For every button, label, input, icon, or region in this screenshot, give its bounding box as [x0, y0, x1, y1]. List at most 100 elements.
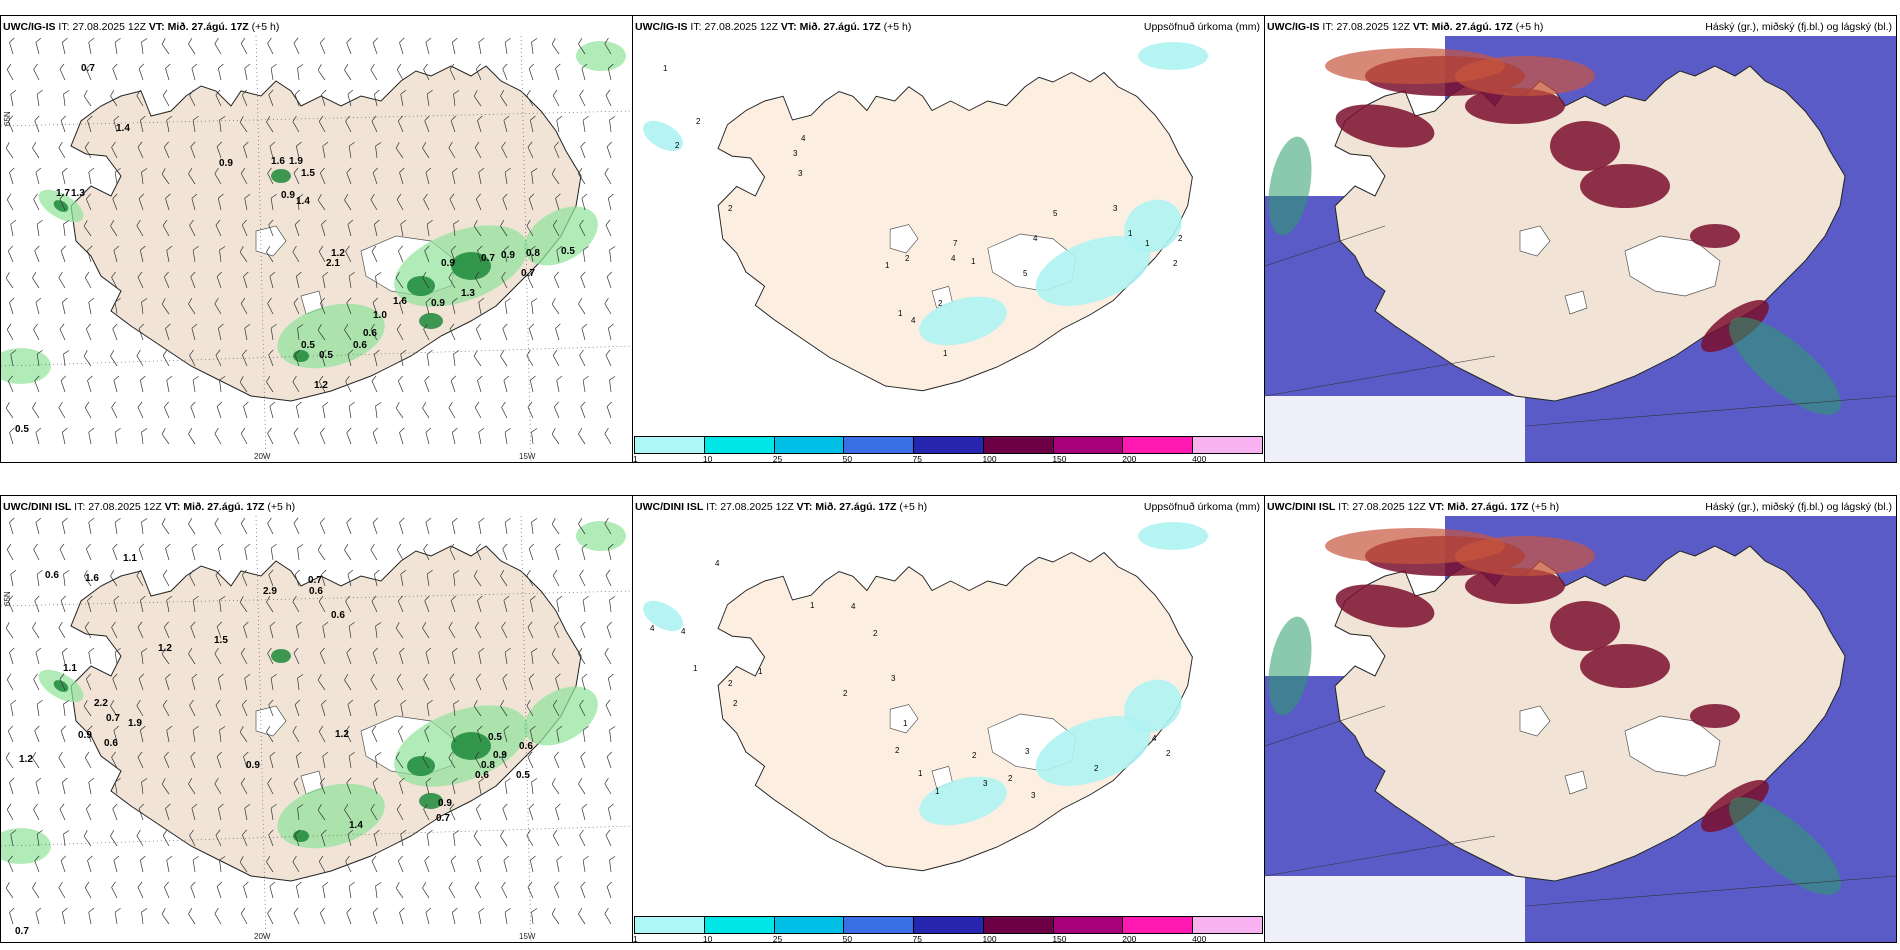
wind-barb [85, 63, 92, 81]
colorbar-label: 25 [772, 454, 783, 463]
wind-barb [448, 621, 456, 639]
value-label: 0.6 [475, 770, 489, 781]
it-time: 27.08.2025 12Z [88, 501, 162, 513]
high-cloud-green [1268, 616, 1841, 895]
wind-barb [111, 881, 118, 899]
wind-barb [294, 699, 301, 717]
wind-barb [372, 37, 379, 55]
wind-barb [606, 751, 613, 769]
wind-barb [474, 271, 482, 289]
wind-barb [475, 323, 482, 341]
wind-barb [477, 725, 483, 743]
wind-barb [216, 621, 223, 639]
wind-barb [141, 648, 148, 665]
value-label: 1.3 [71, 188, 85, 199]
wind-barb [295, 141, 302, 159]
wind-barb [269, 401, 276, 419]
value-label: 0.5 [516, 770, 530, 781]
wind-barb [114, 37, 121, 55]
wind-barb [422, 141, 430, 159]
glacier-outline [1624, 235, 1721, 297]
wind-barb [36, 89, 43, 107]
wind-barb [32, 271, 40, 289]
wind-barb [375, 142, 382, 159]
wind-barb [424, 725, 430, 743]
wind-barb [370, 543, 378, 561]
wind-barb [61, 427, 68, 445]
precip-heavy [53, 169, 491, 362]
lead-time: (+5 h) [883, 21, 912, 33]
wind-barb [297, 804, 304, 821]
value-label: 1 [663, 64, 668, 73]
wind-barb [397, 725, 404, 743]
wind-barb [219, 116, 226, 133]
wind-barb [344, 63, 352, 81]
wind-barb [551, 38, 560, 55]
wind-barb [604, 297, 612, 315]
wind-barb [317, 194, 326, 211]
wind-barb [112, 543, 118, 561]
wind-barb [292, 595, 300, 613]
wind-barb [292, 725, 300, 743]
wind-barb [501, 751, 508, 769]
wind-barb [215, 219, 222, 237]
wind-barb [604, 647, 612, 665]
wind-barb [347, 829, 354, 847]
wind-barb [266, 595, 274, 613]
wind-barb [346, 777, 352, 795]
wind-barb [395, 752, 404, 769]
wind-barb [321, 349, 327, 367]
wind-barb [504, 777, 511, 795]
wind-barb [606, 271, 613, 289]
wind-barb [10, 699, 17, 717]
value-label: 1.4 [349, 820, 363, 831]
wind-barb [243, 881, 249, 899]
wind-barb [267, 167, 274, 185]
wind-barb [504, 427, 511, 445]
value-label: 1.6 [85, 573, 99, 584]
wind-barb [448, 401, 456, 419]
wind-barb [10, 89, 17, 107]
value-label: 0.6 [363, 328, 377, 339]
wind-barb [397, 375, 404, 393]
wind-barb [425, 907, 432, 925]
wind-barb [88, 517, 95, 535]
wind-barb [266, 115, 274, 133]
lon-label-20w: 20W [254, 452, 271, 461]
wind-barb [110, 569, 118, 587]
wind-barb [473, 350, 482, 367]
wind-barb [36, 349, 43, 367]
wind-barb [60, 855, 67, 873]
wind-barb [114, 297, 121, 315]
wind-barb [110, 829, 118, 847]
wind-barb [138, 193, 145, 211]
wind-barb [112, 803, 118, 821]
wind-barb [399, 167, 405, 185]
wind-barb [346, 297, 352, 315]
map-svg [1265, 516, 1896, 942]
value-label: 1 [1145, 239, 1150, 248]
wind-barb [344, 543, 352, 561]
wind-barb [399, 907, 405, 925]
wind-barb [448, 141, 456, 159]
wind-barb [268, 219, 274, 237]
value-label: 2 [728, 679, 733, 688]
wind-barb [61, 167, 68, 185]
wind-barb [161, 648, 170, 665]
wind-barb [266, 375, 274, 393]
wind-barb [453, 350, 460, 367]
glacier-outline [1624, 715, 1721, 777]
wind-barb [397, 245, 404, 263]
value-label: 0.7 [106, 713, 120, 724]
wind-barb [5, 402, 14, 419]
wind-barb [267, 427, 274, 445]
wind-barb [604, 427, 612, 445]
wind-barb [33, 803, 40, 821]
wind-barb [580, 881, 586, 899]
panel-accum-precip-igis: UWC/IG-IS IT: 27.08.2025 12Z VT: Mið. 27… [632, 15, 1265, 463]
value-label: 1 [810, 601, 815, 610]
wind-barb [553, 881, 560, 899]
colorbar-label: 150 [1052, 934, 1067, 943]
wind-barb [35, 517, 42, 535]
